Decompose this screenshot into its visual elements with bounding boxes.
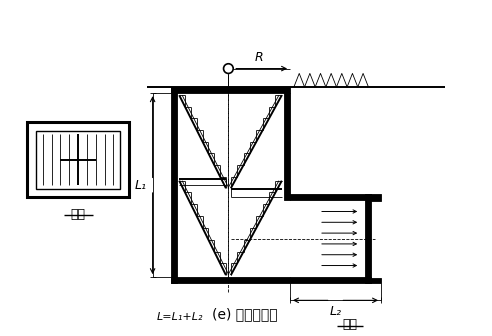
Bar bbox=[290, 200, 365, 277]
Text: L₁: L₁ bbox=[135, 179, 147, 192]
Bar bbox=[36, 131, 120, 188]
Text: L=L₁+L₂: L=L₁+L₂ bbox=[156, 312, 203, 323]
Bar bbox=[290, 277, 371, 283]
Bar bbox=[171, 87, 177, 283]
Bar bbox=[27, 122, 129, 197]
Text: L₂: L₂ bbox=[330, 305, 341, 318]
Bar bbox=[371, 194, 381, 201]
Circle shape bbox=[223, 64, 233, 74]
Text: 平面: 平面 bbox=[71, 208, 86, 221]
Bar bbox=[371, 279, 381, 283]
Text: R: R bbox=[255, 51, 264, 64]
Bar bbox=[365, 194, 371, 283]
Text: (e) 楼梯出入口: (e) 楼梯出入口 bbox=[212, 307, 278, 321]
Bar bbox=[177, 93, 284, 277]
Bar bbox=[171, 87, 290, 93]
Bar bbox=[290, 194, 371, 200]
Text: 剖面: 剖面 bbox=[342, 318, 358, 331]
Bar bbox=[171, 277, 290, 283]
Bar bbox=[284, 93, 290, 200]
